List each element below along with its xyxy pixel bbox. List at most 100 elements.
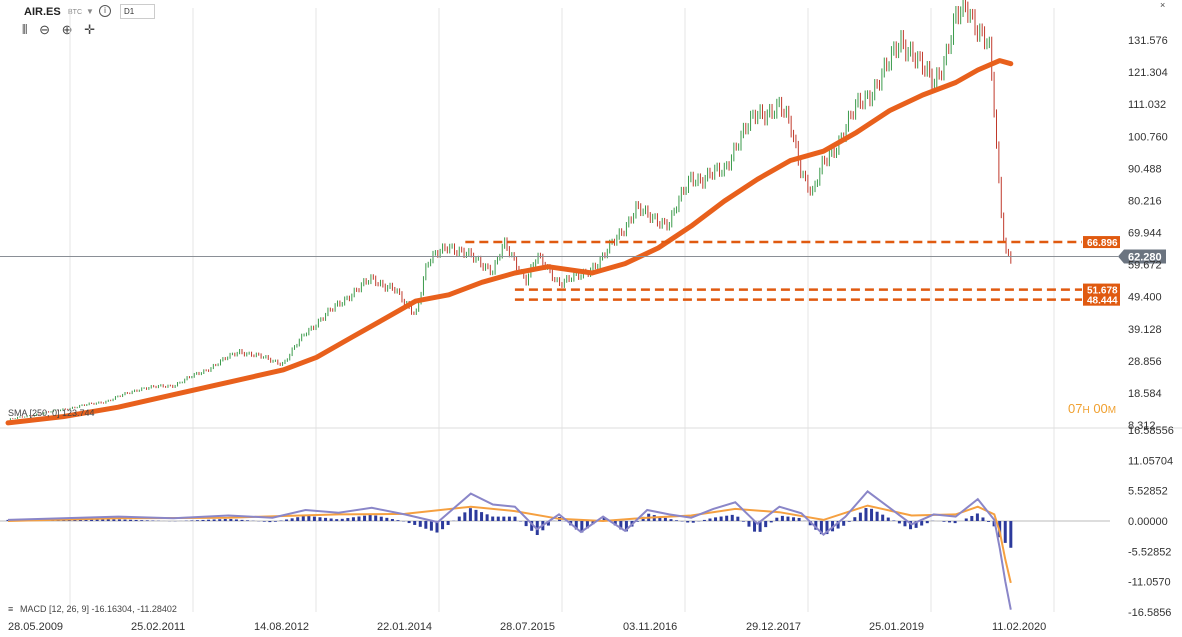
macd-histogram-bar: [858, 512, 862, 521]
macd-histogram-bar: [446, 520, 450, 525]
macd-histogram-bar: [842, 520, 846, 526]
macd-histogram-bar: [195, 520, 199, 521]
x-tick-label: 28.05.2009: [8, 621, 63, 633]
macd-histogram-bar: [463, 512, 467, 521]
macd-histogram-bar: [948, 520, 952, 523]
macd-histogram-bar: [307, 515, 311, 521]
macd-histogram-bar: [106, 519, 110, 521]
macd-histogram-bar: [663, 517, 667, 521]
macd-histogram-bar: [886, 517, 890, 521]
macd-histogram-bar: [624, 520, 628, 532]
macd-histogram-bar: [903, 520, 907, 527]
macd-histogram-bar: [636, 520, 640, 522]
macd-histogram-bar: [491, 516, 495, 521]
macd-histogram-bar: [363, 515, 367, 521]
macd-histogram-bar: [346, 518, 350, 521]
macd-histogram-bar: [296, 517, 300, 521]
x-tick-label: 25.01.2019: [869, 621, 924, 633]
candles-icon[interactable]: ⫴: [22, 22, 28, 37]
macd-histogram-bar: [101, 519, 105, 521]
macd-histogram-bar: [78, 519, 82, 521]
macd-histogram-bar: [95, 519, 99, 521]
macd-histogram-bar: [234, 519, 238, 521]
macd-histogram-bar: [502, 516, 506, 521]
macd-histogram-bar: [457, 516, 461, 521]
level-tag-text: 51.678: [1087, 286, 1118, 297]
level-tag-text: 48.444: [1087, 296, 1118, 307]
macd-y-tick: -5.52852: [1128, 546, 1171, 558]
macd-histogram-bar: [741, 520, 745, 522]
macd-histogram-bar: [747, 520, 751, 527]
timeframe-select[interactable]: D1: [120, 4, 155, 19]
macd-histogram-bar: [925, 520, 929, 524]
macd-histogram-bar: [736, 516, 740, 521]
macd-histogram-bar: [435, 520, 439, 533]
candles: [9, 0, 1012, 421]
menu-icon[interactable]: ≡: [8, 604, 13, 614]
info-icon[interactable]: i: [99, 5, 111, 17]
chevron-down-icon[interactable]: ▼: [86, 7, 94, 16]
macd-histogram-bar: [329, 518, 333, 521]
y-tick-label: 49.400: [1128, 292, 1162, 304]
macd-y-tick: 5.52852: [1128, 486, 1168, 498]
macd-histogram-bar: [769, 520, 773, 523]
macd-line: [7, 490, 1012, 610]
timer-hours: 07: [1068, 401, 1083, 416]
zoom-in-icon[interactable]: ⊕: [61, 22, 73, 37]
macd-histogram-bar: [975, 513, 979, 521]
macd-histogram-bar: [881, 514, 885, 521]
macd-histogram-bar: [725, 515, 729, 521]
x-tick-label: 14.08.2012: [254, 621, 309, 633]
macd-histogram-bar: [84, 519, 88, 521]
macd-histogram-bar: [379, 516, 383, 521]
macd-histogram-bar: [407, 520, 411, 524]
symbol-label[interactable]: AIR.ES: [24, 6, 61, 18]
zoom-out-icon[interactable]: ⊖: [39, 22, 50, 37]
level-tag: 66.896: [1083, 236, 1120, 249]
level-tag: 48.444: [1083, 293, 1120, 307]
macd-histogram-bar: [764, 520, 768, 528]
macd-histogram-bar: [374, 515, 378, 521]
chart-tools: ⫴ ⊖ ⊕ ✛: [22, 22, 103, 38]
macd-histogram-bar: [324, 517, 328, 521]
macd-y-tick: -11.0570: [1128, 577, 1171, 589]
macd-histogram-bar: [357, 516, 361, 521]
macd-histogram-bar: [441, 520, 445, 530]
macd-histogram-bar: [786, 516, 790, 521]
macd-histogram-bar: [134, 519, 138, 521]
macd-histogram-bar: [619, 520, 623, 530]
timer-m-label: M: [1107, 405, 1117, 416]
macd-histogram-bar: [129, 519, 133, 521]
macd-histogram-bar: [223, 518, 227, 521]
last-price-text: 62.280: [1128, 251, 1162, 263]
macd-histogram-bar: [580, 520, 584, 533]
macd-histogram-bar: [870, 508, 874, 521]
macd-histogram-bar: [875, 511, 879, 521]
macd-histogram-bar: [970, 515, 974, 521]
chart-toolbar: AIR.ES BTC ▼ i D1 ⫴ ⊖ ⊕ ✛: [6, 4, 306, 44]
level-tag-bg: [1083, 236, 1120, 249]
close-icon[interactable]: ×: [1160, 0, 1165, 10]
x-tick-label: 25.02.2011: [131, 621, 185, 633]
macd-histogram-bar: [318, 517, 322, 521]
y-tick-label: 8.312: [1128, 420, 1156, 432]
macd-histogram-bar: [1009, 520, 1013, 548]
price-axis: 131.576 121.304 111.032 100.760 90.488 80.216…: [1128, 35, 1168, 432]
macd-histogram-bar: [981, 517, 985, 521]
level-tag: 51.678: [1083, 283, 1120, 297]
macd-legend: MACD [12, 26, 9] -16.16304, -11.28402: [20, 604, 177, 614]
level-tag-bg: [1083, 293, 1120, 306]
macd-histogram-bar: [780, 515, 784, 521]
crosshair-icon[interactable]: ✛: [84, 22, 96, 37]
macd-histogram-bar: [112, 519, 116, 521]
macd-histogram-bar: [262, 520, 266, 522]
macd-histogram-bar: [385, 517, 389, 521]
macd-histogram-bar: [201, 519, 205, 521]
macd-y-tick: 11.05704: [1128, 455, 1173, 467]
level-tag-bg: [1083, 283, 1120, 296]
macd-histogram-bar: [424, 520, 428, 529]
macd-histogram-bar: [340, 518, 344, 521]
candle-timer: 07H 00M: [1068, 401, 1116, 416]
macd-histogram-bar: [602, 517, 606, 521]
